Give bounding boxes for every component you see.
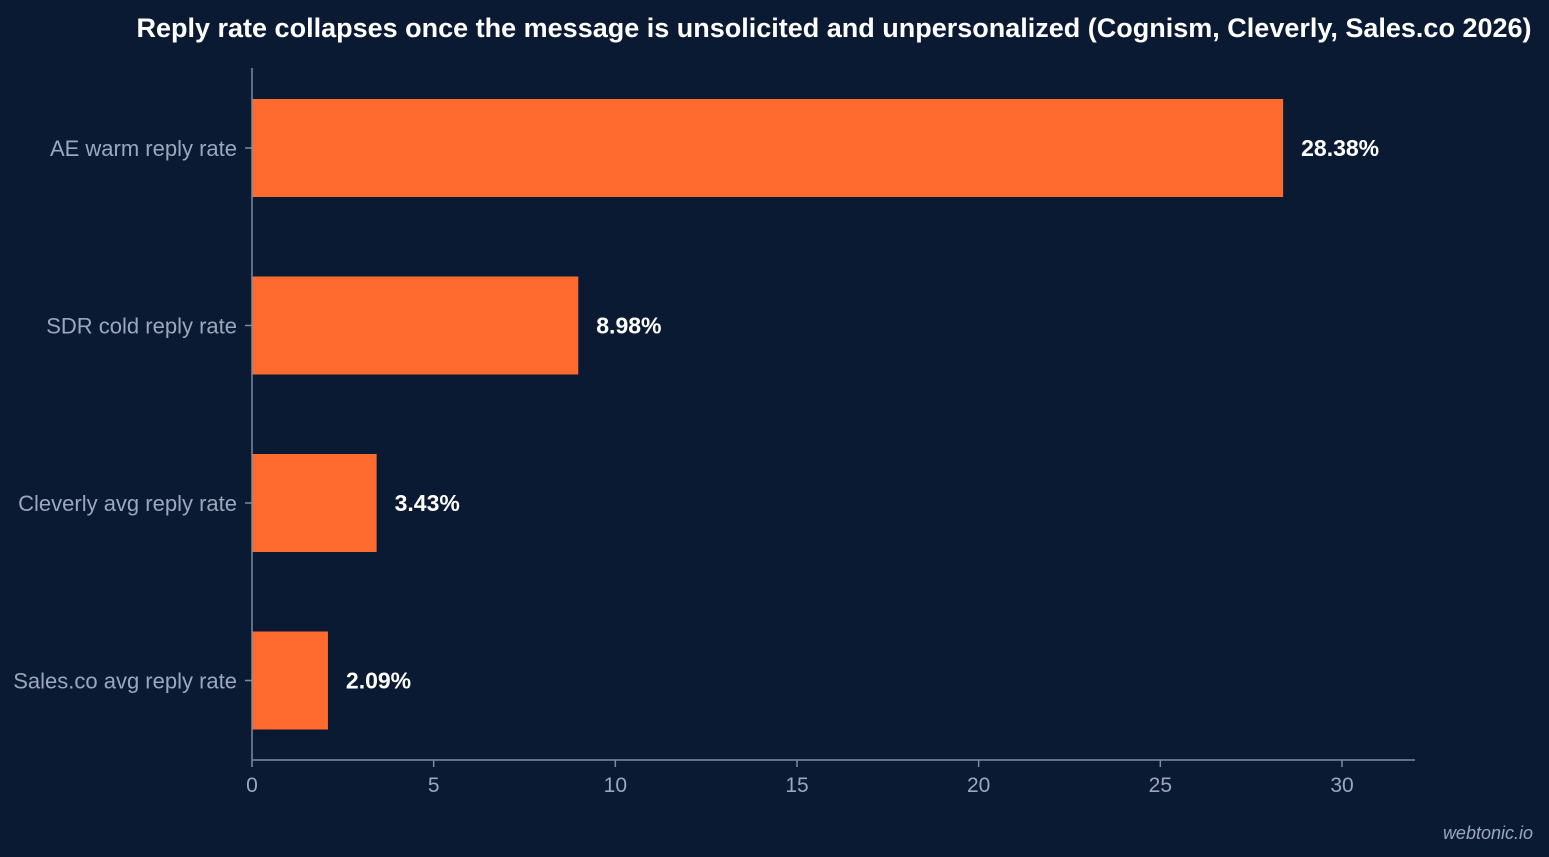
x-tick-label-10: 10 (604, 774, 627, 797)
x-tick-label-15: 15 (785, 774, 808, 797)
x-tick-label-25: 25 (1149, 774, 1172, 797)
chart-title: Reply rate collapses once the message is… (137, 13, 1532, 43)
value-label-2: 8.98% (596, 313, 661, 339)
bar-4 (252, 631, 328, 730)
watermark: webtonic.io (1443, 823, 1533, 843)
value-label-3: 3.43% (395, 490, 460, 516)
x-tick-label-5: 5 (428, 774, 440, 797)
category-label-1: AE warm reply rate (50, 136, 237, 161)
bars-layer: 28.38% 8.98% 3.43% 2.09% (252, 99, 1379, 730)
x-tick-label-20: 20 (967, 774, 990, 797)
x-tick-label-30: 30 (1330, 774, 1353, 797)
x-tick-label-0: 0 (246, 774, 258, 797)
value-label-1: 28.38% (1301, 135, 1379, 161)
category-label-3: Cleverly avg reply rate (18, 491, 237, 516)
bar-1 (252, 99, 1284, 197)
axes-layer: AE warm reply rate SDR cold reply rate Cle… (13, 68, 1415, 797)
value-label-4: 2.09% (346, 668, 411, 694)
bar-2 (252, 276, 579, 375)
category-label-2: SDR cold reply rate (46, 314, 237, 339)
category-label-4: Sales.co avg reply rate (13, 669, 237, 694)
bar-3 (252, 454, 377, 552)
